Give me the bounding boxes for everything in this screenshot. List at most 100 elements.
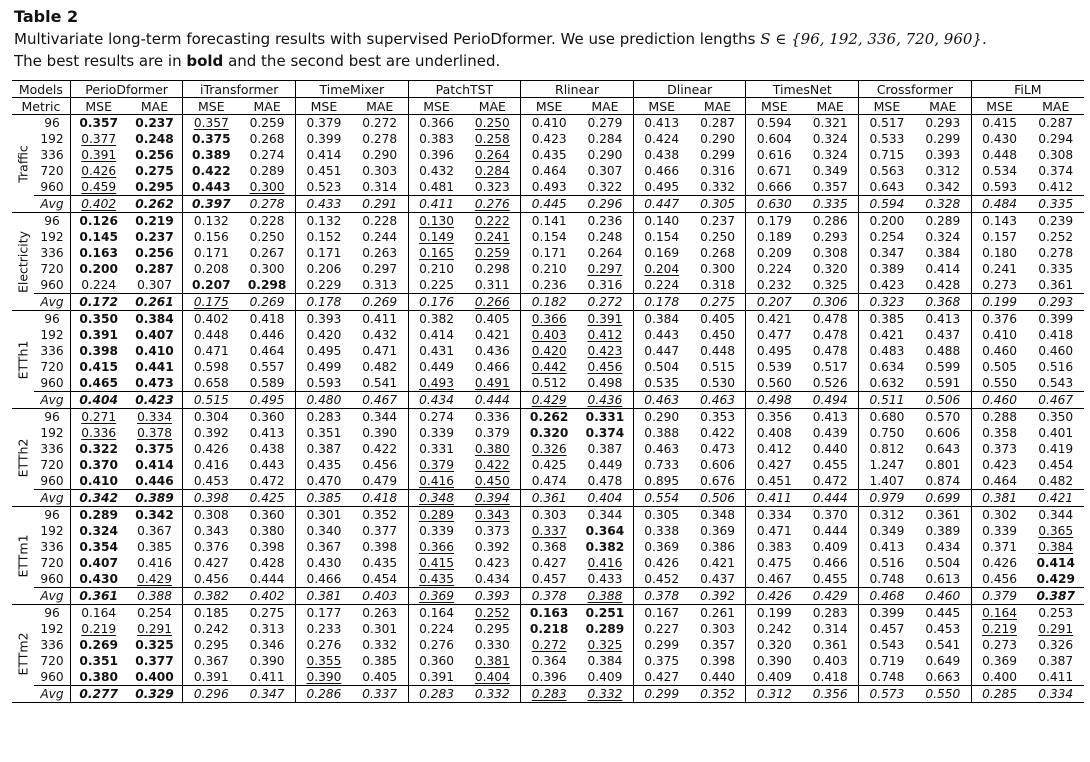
mae-value: 0.377 bbox=[135, 653, 174, 668]
value-cell: 0.454 bbox=[1027, 457, 1084, 473]
mse-value: 0.658 bbox=[193, 375, 229, 390]
mae-value: 0.264 bbox=[587, 245, 623, 260]
mae-value: 0.387 bbox=[587, 441, 623, 456]
mae-value: 0.491 bbox=[474, 375, 510, 390]
value-cell: 0.314 bbox=[351, 179, 409, 196]
table-row: 336 0.391 0.256 0.389 0.274 0.414 0.290 0.396 0.… bbox=[12, 147, 1084, 163]
value-cell: 0.535 bbox=[633, 375, 689, 392]
table-row: 720 0.415 0.441 0.598 0.557 0.499 0.482 0.449 0.… bbox=[12, 359, 1084, 375]
mae-value: 0.440 bbox=[812, 441, 848, 456]
mae-value: 0.314 bbox=[812, 621, 848, 636]
mse-value: 1.247 bbox=[869, 457, 905, 472]
mse-value: 0.370 bbox=[79, 457, 118, 472]
mse-value: 0.453 bbox=[193, 473, 229, 488]
model-header-film: FiLM bbox=[1014, 81, 1042, 97]
value-cell: 0.291 bbox=[126, 621, 184, 637]
mse-value: 0.560 bbox=[756, 375, 792, 390]
value-cell: 0.185 bbox=[183, 605, 239, 622]
value-cell: 0.466 bbox=[296, 571, 352, 588]
value-cell: 0.378 bbox=[521, 588, 577, 605]
value-cell: 0.410 bbox=[70, 473, 126, 490]
value-cell: 0.517 bbox=[859, 115, 915, 132]
mse-value: 0.178 bbox=[644, 294, 680, 309]
table-title: Table 2 bbox=[14, 7, 79, 26]
table-row: 720 0.200 0.287 0.208 0.300 0.206 0.297 0.210 0.… bbox=[12, 261, 1084, 277]
mse-value: 0.286 bbox=[306, 686, 342, 701]
value-cell: 0.482 bbox=[351, 359, 409, 375]
value-cell: 0.227 bbox=[633, 621, 689, 637]
value-cell: 0.342 bbox=[126, 506, 184, 523]
value-cell: 0.365 bbox=[1027, 523, 1084, 539]
mse-value: 0.448 bbox=[982, 147, 1017, 162]
mae-value: 0.335 bbox=[1038, 196, 1074, 211]
value-cell: 0.391 bbox=[408, 669, 464, 686]
mae-value: 0.463 bbox=[700, 392, 735, 407]
value-cell: 0.264 bbox=[464, 147, 522, 163]
mse-value: 0.373 bbox=[982, 441, 1017, 456]
mae-value: 0.326 bbox=[1038, 637, 1074, 652]
value-cell: 0.377 bbox=[126, 653, 184, 669]
value-cell: 0.387 bbox=[577, 441, 634, 457]
value-cell: 0.387 bbox=[296, 441, 352, 457]
value-cell: 0.416 bbox=[577, 555, 634, 571]
value-cell: 0.550 bbox=[971, 375, 1027, 392]
mse-value: 0.460 bbox=[982, 343, 1017, 358]
mse-value: 0.426 bbox=[81, 163, 117, 178]
value-cell: 0.470 bbox=[296, 473, 352, 490]
value-cell: 0.478 bbox=[802, 343, 860, 359]
value-cell: 0.454 bbox=[351, 571, 409, 588]
value-cell: 0.149 bbox=[408, 229, 464, 245]
value-cell: 0.154 bbox=[633, 229, 689, 245]
value-cell: 0.498 bbox=[746, 392, 802, 409]
mse-value: 0.381 bbox=[306, 588, 342, 603]
mse-header: MSE bbox=[310, 98, 338, 114]
value-cell: 0.180 bbox=[971, 245, 1027, 261]
value-cell: 0.164 bbox=[70, 605, 126, 622]
avg-label: Avg bbox=[34, 293, 71, 311]
mae-value: 0.418 bbox=[362, 490, 398, 505]
value-cell: 0.176 bbox=[408, 294, 464, 311]
mse-value: 0.630 bbox=[756, 196, 792, 211]
mae-value: 0.324 bbox=[812, 131, 848, 146]
value-cell: 1.407 bbox=[859, 473, 915, 490]
value-cell: 0.374 bbox=[577, 425, 634, 441]
value-cell: 0.237 bbox=[126, 229, 184, 245]
mse-value: 0.420 bbox=[306, 327, 342, 342]
mae-value: 0.429 bbox=[812, 588, 848, 603]
horizon-label: 192 bbox=[34, 327, 71, 343]
mae-header: MAE bbox=[689, 97, 747, 115]
mae-value: 0.403 bbox=[362, 588, 398, 603]
mse-value: 0.389 bbox=[192, 147, 231, 162]
value-cell: 0.530 bbox=[689, 375, 747, 392]
mse-value: 0.413 bbox=[644, 115, 680, 130]
horizon-label: 96 bbox=[34, 114, 71, 131]
value-cell: 0.389 bbox=[126, 489, 184, 507]
mse-value: 0.421 bbox=[869, 327, 905, 342]
mse-value: 0.143 bbox=[982, 213, 1017, 228]
mse-header: MSE bbox=[986, 98, 1013, 114]
value-cell: 0.429 bbox=[802, 587, 860, 605]
value-cell: 0.460 bbox=[914, 587, 972, 605]
value-cell: 0.473 bbox=[689, 441, 747, 457]
value-cell: 0.328 bbox=[914, 195, 972, 213]
value-cell: 0.382 bbox=[577, 539, 634, 555]
mse-value: 0.364 bbox=[531, 653, 567, 668]
mae-value: 0.421 bbox=[700, 555, 735, 570]
value-cell: 0.413 bbox=[859, 539, 915, 555]
mse-value: 0.285 bbox=[982, 686, 1017, 701]
value-cell: 0.295 bbox=[126, 179, 184, 196]
value-cell: 0.229 bbox=[296, 277, 352, 294]
mse-value: 0.171 bbox=[531, 245, 567, 260]
mse-value: 0.132 bbox=[193, 213, 229, 228]
value-cell: 0.506 bbox=[689, 489, 747, 507]
value-cell: 0.228 bbox=[239, 212, 297, 229]
value-cell: 0.380 bbox=[464, 441, 522, 457]
mae-value: 0.228 bbox=[249, 213, 285, 228]
value-cell: 0.422 bbox=[183, 163, 239, 179]
value-cell: 0.589 bbox=[239, 375, 297, 392]
value-cell: 0.219 bbox=[126, 212, 184, 229]
mae-value: 0.313 bbox=[249, 621, 285, 636]
mae-value: 0.301 bbox=[362, 621, 398, 636]
horizon-label: 192 bbox=[34, 523, 71, 539]
mae-value: 0.494 bbox=[812, 392, 848, 407]
